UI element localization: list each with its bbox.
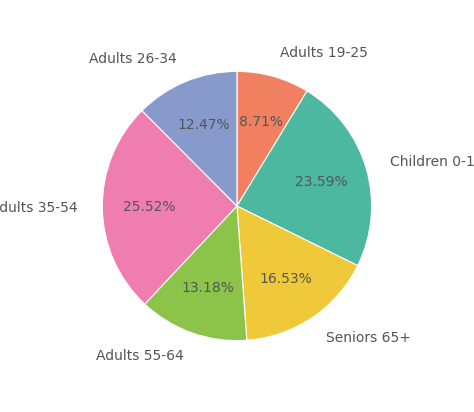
- Text: Adults 35-54: Adults 35-54: [0, 201, 78, 215]
- Text: 23.59%: 23.59%: [295, 175, 347, 189]
- Text: 16.53%: 16.53%: [259, 272, 312, 286]
- Wedge shape: [102, 111, 237, 304]
- Wedge shape: [142, 71, 237, 206]
- Text: 25.52%: 25.52%: [123, 200, 176, 214]
- Wedge shape: [237, 71, 307, 206]
- Wedge shape: [237, 206, 358, 340]
- Text: Adults 19-25: Adults 19-25: [280, 46, 368, 60]
- Wedge shape: [145, 206, 247, 341]
- Wedge shape: [237, 91, 372, 266]
- Text: Adults 26-34: Adults 26-34: [89, 52, 176, 66]
- Text: Seniors 65+: Seniors 65+: [326, 331, 410, 345]
- Text: 12.47%: 12.47%: [177, 118, 230, 132]
- Text: Children 0-18: Children 0-18: [390, 155, 474, 169]
- Text: Adults 55-64: Adults 55-64: [96, 349, 184, 363]
- Text: 13.18%: 13.18%: [181, 281, 234, 295]
- Text: 8.71%: 8.71%: [238, 115, 283, 129]
